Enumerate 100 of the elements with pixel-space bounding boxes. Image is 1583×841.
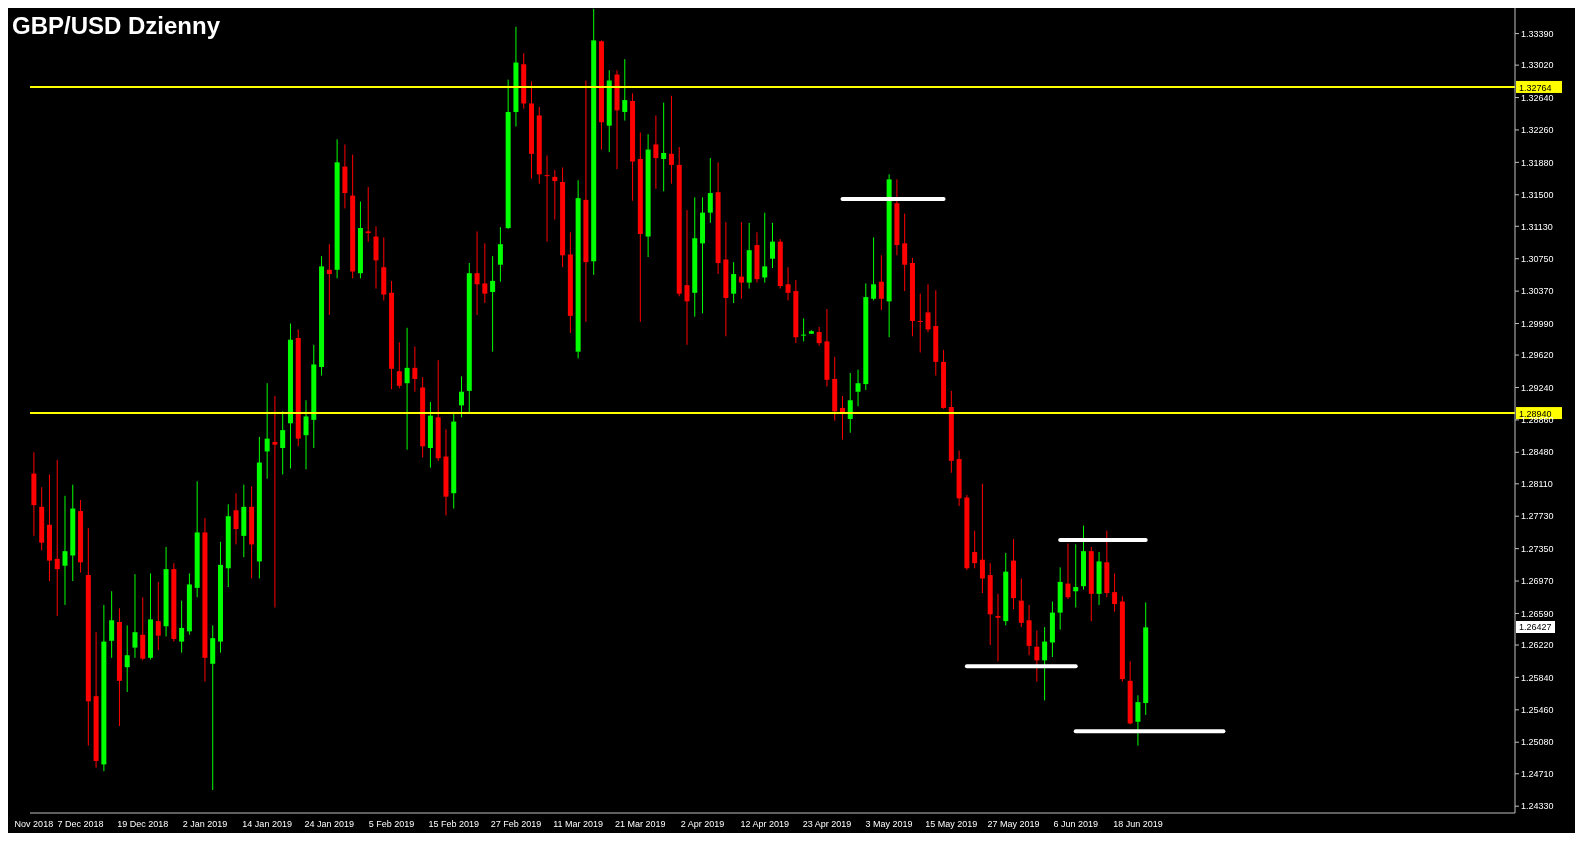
x-tick-label: 15 Feb 2019 <box>428 819 479 830</box>
y-tick-label: 1.30750 <box>1521 253 1554 264</box>
candlestick <box>132 573 138 659</box>
y-tick-label: 1.32640 <box>1521 92 1554 103</box>
y-tick-label: 1.29990 <box>1521 318 1554 329</box>
candlestick <box>404 327 410 451</box>
candlestick <box>179 600 185 654</box>
x-tick-label: 2 Jan 2019 <box>182 819 228 830</box>
candlestick <box>490 255 496 353</box>
candlestick <box>1042 626 1048 701</box>
candlestick <box>412 346 418 393</box>
annotation: 1.26427 <box>1516 621 1555 634</box>
candlestick <box>272 395 278 608</box>
ref-line-label: 1.32764 <box>1519 82 1552 93</box>
y-tick-label: 1.25080 <box>1521 737 1554 748</box>
candlestick <box>365 186 371 243</box>
y-tick-label: 1.31880 <box>1521 157 1554 168</box>
candlestick <box>847 372 853 434</box>
candlestick <box>738 221 744 300</box>
y-tick-label: 1.30370 <box>1521 286 1554 297</box>
candlestick <box>326 243 332 316</box>
candlestick <box>482 242 488 304</box>
candlestick <box>707 157 713 224</box>
y-tick-label: 1.29620 <box>1521 350 1554 361</box>
y-tick-label: 1.24710 <box>1521 768 1554 779</box>
x-tick-label: 11 Mar 2019 <box>553 819 604 830</box>
candlestick <box>995 593 1001 662</box>
candlestick <box>871 236 877 301</box>
candlestick <box>731 261 737 304</box>
candlestick <box>62 495 68 606</box>
candlestick <box>785 266 791 301</box>
candlestick <box>233 492 239 545</box>
y-tick-label: 1.31130 <box>1521 221 1553 232</box>
x-tick-label: 18 Jun 2019 <box>1113 819 1163 830</box>
candlestick <box>1034 630 1040 683</box>
y-tick-label: 1.26220 <box>1521 640 1554 651</box>
candlestick <box>917 293 923 354</box>
candlestick <box>622 58 628 122</box>
candlestick <box>762 212 768 284</box>
chart-title: GBP/USD Dzienny <box>12 12 221 40</box>
y-tick-label: 1.29240 <box>1521 382 1554 393</box>
candlestick <box>902 213 908 292</box>
x-tick-label: 19 Dec 2018 <box>117 819 169 830</box>
candlestick <box>1073 543 1079 608</box>
y-tick-label: 1.28480 <box>1521 447 1554 458</box>
x-tick-label: Nov 2018 <box>14 819 54 830</box>
x-tick-label: 24 Jan 2019 <box>304 819 355 830</box>
y-tick-label: 1.25460 <box>1521 705 1554 716</box>
x-tick-label: 12 Apr 2019 <box>740 819 789 830</box>
candlestick <box>155 581 161 651</box>
y-tick-label: 1.26970 <box>1521 576 1554 587</box>
y-tick-label: 1.32260 <box>1521 125 1554 136</box>
y-tick-label: 1.33020 <box>1521 60 1554 71</box>
x-tick-label: 3 May 2019 <box>865 819 913 830</box>
y-tick-label: 1.24330 <box>1521 801 1554 812</box>
candlestick <box>303 399 309 470</box>
candlestick <box>770 222 776 269</box>
candlestick <box>668 95 674 185</box>
candlestick <box>1112 572 1118 613</box>
y-tick-label: 1.27350 <box>1521 543 1554 554</box>
candlestick <box>280 410 286 475</box>
y-tick-label: 1.28110 <box>1521 479 1553 490</box>
x-tick-label: 27 May 2019 <box>987 819 1040 830</box>
candlestick <box>140 596 146 661</box>
candlestick <box>264 382 270 480</box>
candlestick <box>459 375 465 418</box>
candlestick <box>1065 543 1071 600</box>
candlestick <box>855 369 861 407</box>
candlestick <box>972 530 978 569</box>
candlestick <box>1135 694 1141 747</box>
x-tick-label: 14 Jan 2019 <box>242 819 292 830</box>
candlestick <box>925 283 931 333</box>
candlestick <box>1018 577 1024 628</box>
candlestick <box>474 230 480 316</box>
candlestick <box>124 624 130 693</box>
candlestick <box>552 169 558 220</box>
y-tick-label: 1.33390 <box>1521 28 1554 39</box>
candlestick <box>544 155 550 243</box>
x-tick-label: 7 Dec 2018 <box>57 819 104 830</box>
x-tick-label: 23 Apr 2019 <box>802 819 852 830</box>
candlestick <box>653 114 659 190</box>
y-tick-label: 1.25840 <box>1521 672 1554 683</box>
candlestick <box>979 483 985 594</box>
candlestick <box>497 226 503 283</box>
y-tick-label: 1.31500 <box>1521 189 1554 200</box>
candlestick <box>801 317 807 342</box>
x-tick-label: 6 Jun 2019 <box>1053 819 1098 830</box>
candlestick <box>878 254 884 311</box>
y-tick-label: 1.26590 <box>1521 608 1554 619</box>
candlestick <box>684 209 690 346</box>
candlestick <box>396 341 402 389</box>
candlestick <box>109 590 115 659</box>
x-tick-label: 5 Feb 2019 <box>368 819 415 830</box>
candlestick <box>661 102 667 192</box>
candlestick <box>54 459 60 617</box>
x-tick-label: 21 Mar 2019 <box>615 819 666 830</box>
candlestick <box>816 326 822 347</box>
x-tick-label: 27 Feb 2019 <box>490 819 542 830</box>
y-tick-label: 1.27730 <box>1521 511 1554 522</box>
x-tick-label: 15 May 2019 <box>925 819 978 830</box>
